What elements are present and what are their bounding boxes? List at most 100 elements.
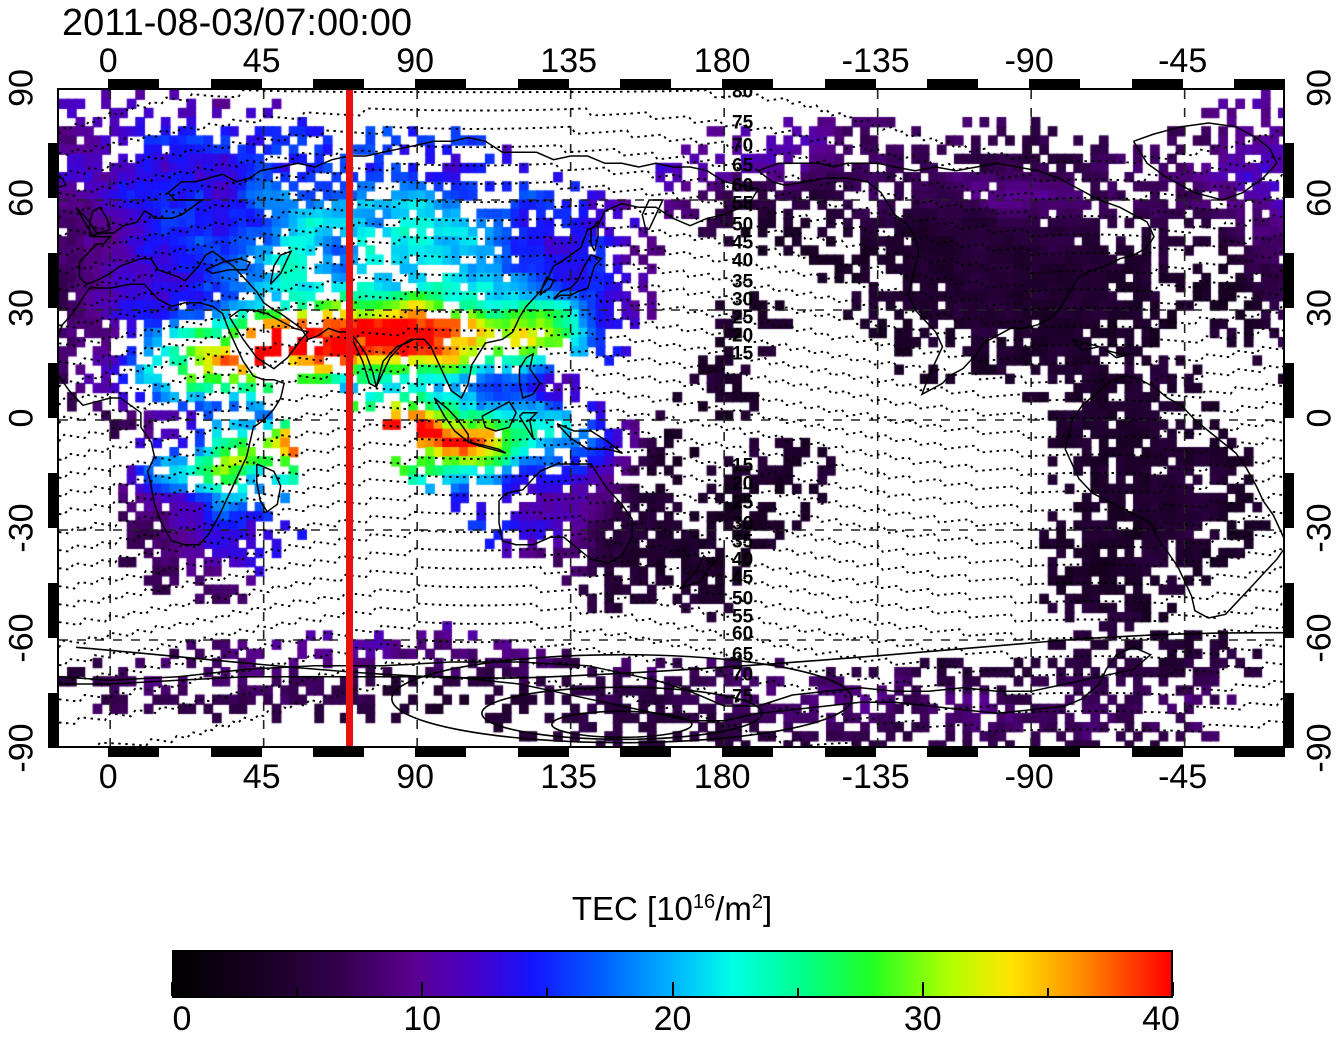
maglat-label-s70: 70 <box>732 664 754 686</box>
lon-tick-top--90: -90 <box>1004 42 1054 80</box>
coastline-6 <box>468 441 507 454</box>
lon-tick-bottom-90: 90 <box>396 758 435 796</box>
maglat-label-s25: 25 <box>732 492 754 514</box>
south-dip-outer <box>75 631 1283 679</box>
coastline-3 <box>553 254 603 300</box>
coastline-20 <box>228 309 310 370</box>
lon-tick-bottom--45: -45 <box>1158 758 1208 796</box>
coastline-17 <box>59 177 67 188</box>
tec-map-plot[interactable] <box>57 88 1285 748</box>
maglat-contour-60 <box>59 162 1283 238</box>
lon-tick-bottom--135: -135 <box>841 758 910 796</box>
lat-tick-left-90: 90 <box>2 69 41 107</box>
lon-tick-bottom-135: 135 <box>540 758 598 796</box>
south-dip-loop-2 <box>551 710 693 739</box>
maglat-label-s45: 45 <box>732 567 754 589</box>
maglat-contour--75 <box>59 657 1283 733</box>
axis-ruler-left <box>48 88 57 748</box>
maglat-contour-45 <box>59 217 1283 293</box>
coastline-11 <box>498 463 633 564</box>
maglat-label-n60: 60 <box>732 175 754 197</box>
lon-tick-top-135: 135 <box>540 42 598 80</box>
maglat-contour-65 <box>59 144 1283 220</box>
coastline-1 <box>59 283 285 546</box>
maglat-label-s65: 65 <box>732 644 754 666</box>
colorbar-title: TEC [1016/m2] <box>571 890 773 927</box>
lon-tick-top--45: -45 <box>1158 42 1208 80</box>
coastline-2 <box>348 331 418 389</box>
colorbar-minor-tick-25 <box>796 988 799 996</box>
lon-tick-bottom-0: 0 <box>98 758 118 796</box>
page-title: 2011-08-03/07:00:00 <box>62 2 413 44</box>
lat-tick-right-60: 60 <box>1300 179 1339 217</box>
lon-tick-top--135: -135 <box>841 42 910 80</box>
lon-tick-bottom--90: -90 <box>1004 758 1054 796</box>
magnetic-equator <box>59 382 1283 458</box>
south-dip-loop-0 <box>391 653 853 744</box>
coastline-10 <box>556 423 623 454</box>
coastline-21 <box>205 257 252 275</box>
colorbar-tick-30 <box>921 982 924 996</box>
colorbar-minor-tick-35 <box>1046 988 1049 996</box>
colorbar-label-40: 40 <box>1142 1000 1180 1038</box>
coastline-14 <box>1132 122 1278 201</box>
lat-tick-right--60: -60 <box>1300 613 1339 663</box>
maglat-contour-75 <box>59 107 1283 183</box>
colorbar-tick-0 <box>171 982 173 996</box>
colorbar-label-30: 30 <box>903 1000 942 1038</box>
lon-tick-top-45: 45 <box>242 42 281 80</box>
maglat-label-s35: 35 <box>732 531 754 553</box>
maglat-label-n40: 40 <box>732 250 754 272</box>
maglat-label-s50: 50 <box>732 588 754 610</box>
coastline-24 <box>1105 349 1131 359</box>
axis-ruler-bottom <box>57 748 1285 757</box>
maglat-contour-10 <box>59 345 1283 421</box>
coastline-5 <box>433 397 470 444</box>
maglat-label-n30: 30 <box>732 289 754 311</box>
axis-ruler-right <box>1285 88 1294 748</box>
maglat-contour-55 <box>59 180 1283 256</box>
lat-tick-left-30: 30 <box>2 289 41 327</box>
colorbar-label-10: 10 <box>403 1000 442 1038</box>
maglat-contour-80 <box>59 90 1283 165</box>
lat-tick-left--30: -30 <box>2 503 41 553</box>
maglat-contour--5 <box>59 400 1283 476</box>
lat-tick-left-60: 60 <box>2 179 41 217</box>
maglat-label-n65: 65 <box>732 155 754 177</box>
coastline-18 <box>88 206 112 238</box>
maglat-contour-20 <box>59 309 1283 385</box>
maglat-contour--10 <box>59 419 1283 495</box>
maglat-contour--70 <box>59 639 1283 715</box>
terminator-line <box>345 90 353 746</box>
lon-tick-top-90: 90 <box>396 42 435 80</box>
maglat-label-s55: 55 <box>732 606 754 628</box>
coastline-13 <box>757 162 1155 396</box>
lat-tick-left--60: -60 <box>2 613 41 663</box>
lat-tick-right--30: -30 <box>1300 503 1339 553</box>
maglat-contour--60 <box>59 602 1283 678</box>
maglat-label-n70: 70 <box>732 135 754 156</box>
colorbar-label-20: 20 <box>653 1000 692 1038</box>
south-dip-loop-1 <box>481 686 763 741</box>
maglat-label-n45: 45 <box>732 232 754 254</box>
maglat-contour-30 <box>59 272 1283 348</box>
coastline-7 <box>481 400 517 432</box>
maglat-contour-25 <box>59 290 1283 366</box>
coastline-22 <box>269 249 293 285</box>
maglat-label-n80: 80 <box>732 81 754 103</box>
maglat-label-n20: 20 <box>732 325 754 347</box>
lat-tick-right-30: 30 <box>1300 289 1339 327</box>
lat-tick-right-90: 90 <box>1300 69 1339 107</box>
maglat-label-n15: 15 <box>732 343 754 365</box>
maglat-contour--55 <box>59 584 1283 660</box>
maglat-label-s30: 30 <box>732 513 754 535</box>
maglat-contour--40 <box>59 529 1283 605</box>
colorbar-minor-tick-5 <box>296 988 299 996</box>
lat-tick-left-0: 0 <box>2 408 41 428</box>
map-overlay-layer <box>59 90 1283 746</box>
coastline-15 <box>1064 375 1283 619</box>
maglat-contour--20 <box>59 455 1283 531</box>
maglat-label-n75: 75 <box>732 112 754 134</box>
lon-tick-top-0: 0 <box>98 42 118 80</box>
coastline-23 <box>1071 338 1100 352</box>
